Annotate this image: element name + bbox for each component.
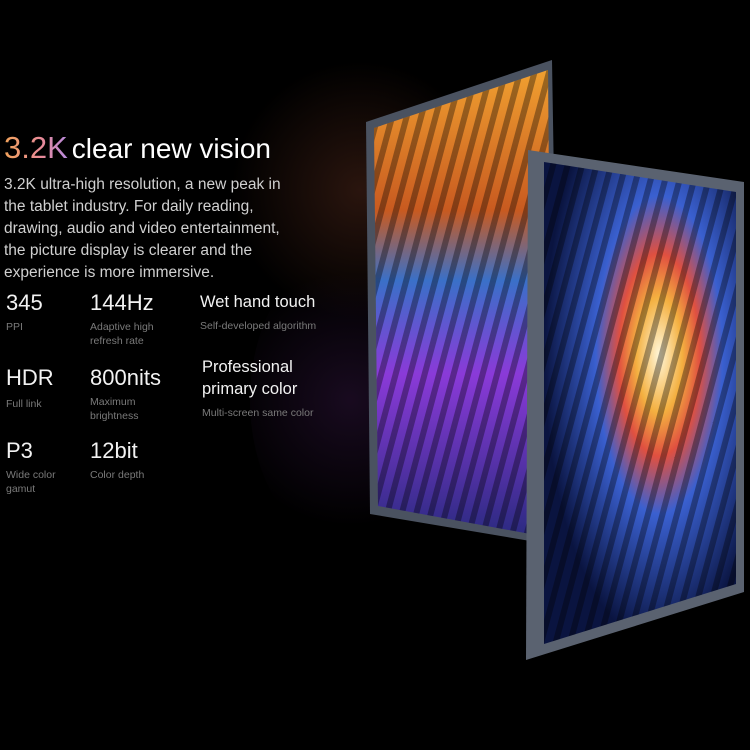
spec-wet-touch: Wet hand touch Self-developed algorithm: [200, 291, 340, 333]
spec-label: Wide color gamut: [6, 469, 56, 495]
spec-value: 144Hz: [90, 290, 154, 315]
spec-value: Wet hand touch: [200, 293, 316, 311]
spec-color-depth: 12bit Color depth: [90, 438, 144, 482]
spec-label: PPI: [6, 321, 23, 333]
description: 3.2K ultra-high resolution, a new peak i…: [4, 176, 281, 281]
spec-value: 12bit: [90, 438, 138, 463]
back-tablet: [366, 60, 560, 546]
spec-value: 800nits: [90, 365, 161, 390]
spec-label: Self-developed algorithm: [200, 320, 317, 332]
spec-label: Full link: [6, 398, 42, 410]
spec-hdr: HDR Full link: [6, 365, 54, 411]
spec-brightness: 800nits Maximum brightness: [90, 365, 170, 423]
spec-label: Multi-screen same color: [202, 407, 314, 419]
front-tablet-wallpaper-pattern: [544, 162, 736, 644]
spec-value: HDR: [6, 365, 54, 390]
headline-text: clear new vision: [71, 133, 271, 164]
spec-p3: P3 Wide color gamut: [6, 438, 76, 496]
spec-label: Maximum brightness: [90, 396, 139, 422]
front-tablet: [526, 150, 744, 660]
spec-value: P3: [6, 438, 33, 463]
headline-accent: 3.2K: [4, 130, 68, 165]
spec-label: Adaptive high refresh rate: [90, 321, 154, 347]
headline: 3.2K clear new vision: [4, 130, 271, 166]
spec-refresh-rate: 144Hz Adaptive high refresh rate: [90, 290, 170, 348]
spec-value: 345: [6, 290, 43, 315]
spec-primary-color: Professional primary color Multi-screen …: [202, 356, 332, 420]
spec-label: Color depth: [90, 469, 145, 481]
spec-ppi: 345 PPI: [6, 290, 43, 334]
spec-value: Professional primary color: [202, 358, 298, 398]
back-tablet-wallpaper-pattern: [374, 70, 552, 538]
